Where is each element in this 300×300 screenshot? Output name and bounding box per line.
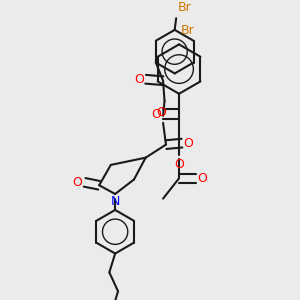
Text: O: O [152, 108, 162, 121]
Text: Br: Br [181, 24, 194, 37]
Text: N: N [110, 195, 120, 208]
Text: O: O [73, 176, 82, 189]
Text: O: O [174, 158, 184, 171]
Text: O: O [197, 172, 207, 185]
Text: O: O [134, 73, 144, 86]
Text: Br: Br [178, 1, 191, 14]
Text: O: O [184, 136, 194, 150]
Text: O: O [157, 106, 166, 119]
